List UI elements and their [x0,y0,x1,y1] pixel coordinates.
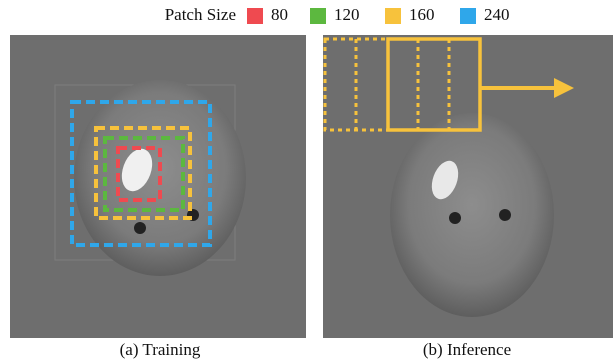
legend-label: 240 [484,5,510,24]
legend-label: 160 [409,5,435,24]
legend-title: Patch Size [165,5,236,24]
ventricle [134,222,146,234]
figure: (a) Training (b) Inference Patch Size 80… [0,0,616,362]
ventricle [449,212,461,224]
brain [390,113,554,317]
caption: (a) Training [120,340,201,359]
legend-label: 120 [334,5,360,24]
legend-swatch [247,8,263,24]
caption: (b) Inference [423,340,511,359]
page: (a) Training (b) Inference Patch Size 80… [0,0,616,362]
legend-label: 80 [271,5,288,24]
legend-swatch [460,8,476,24]
legend-swatch [385,8,401,24]
legend-swatch [310,8,326,24]
ventricle [499,209,511,221]
